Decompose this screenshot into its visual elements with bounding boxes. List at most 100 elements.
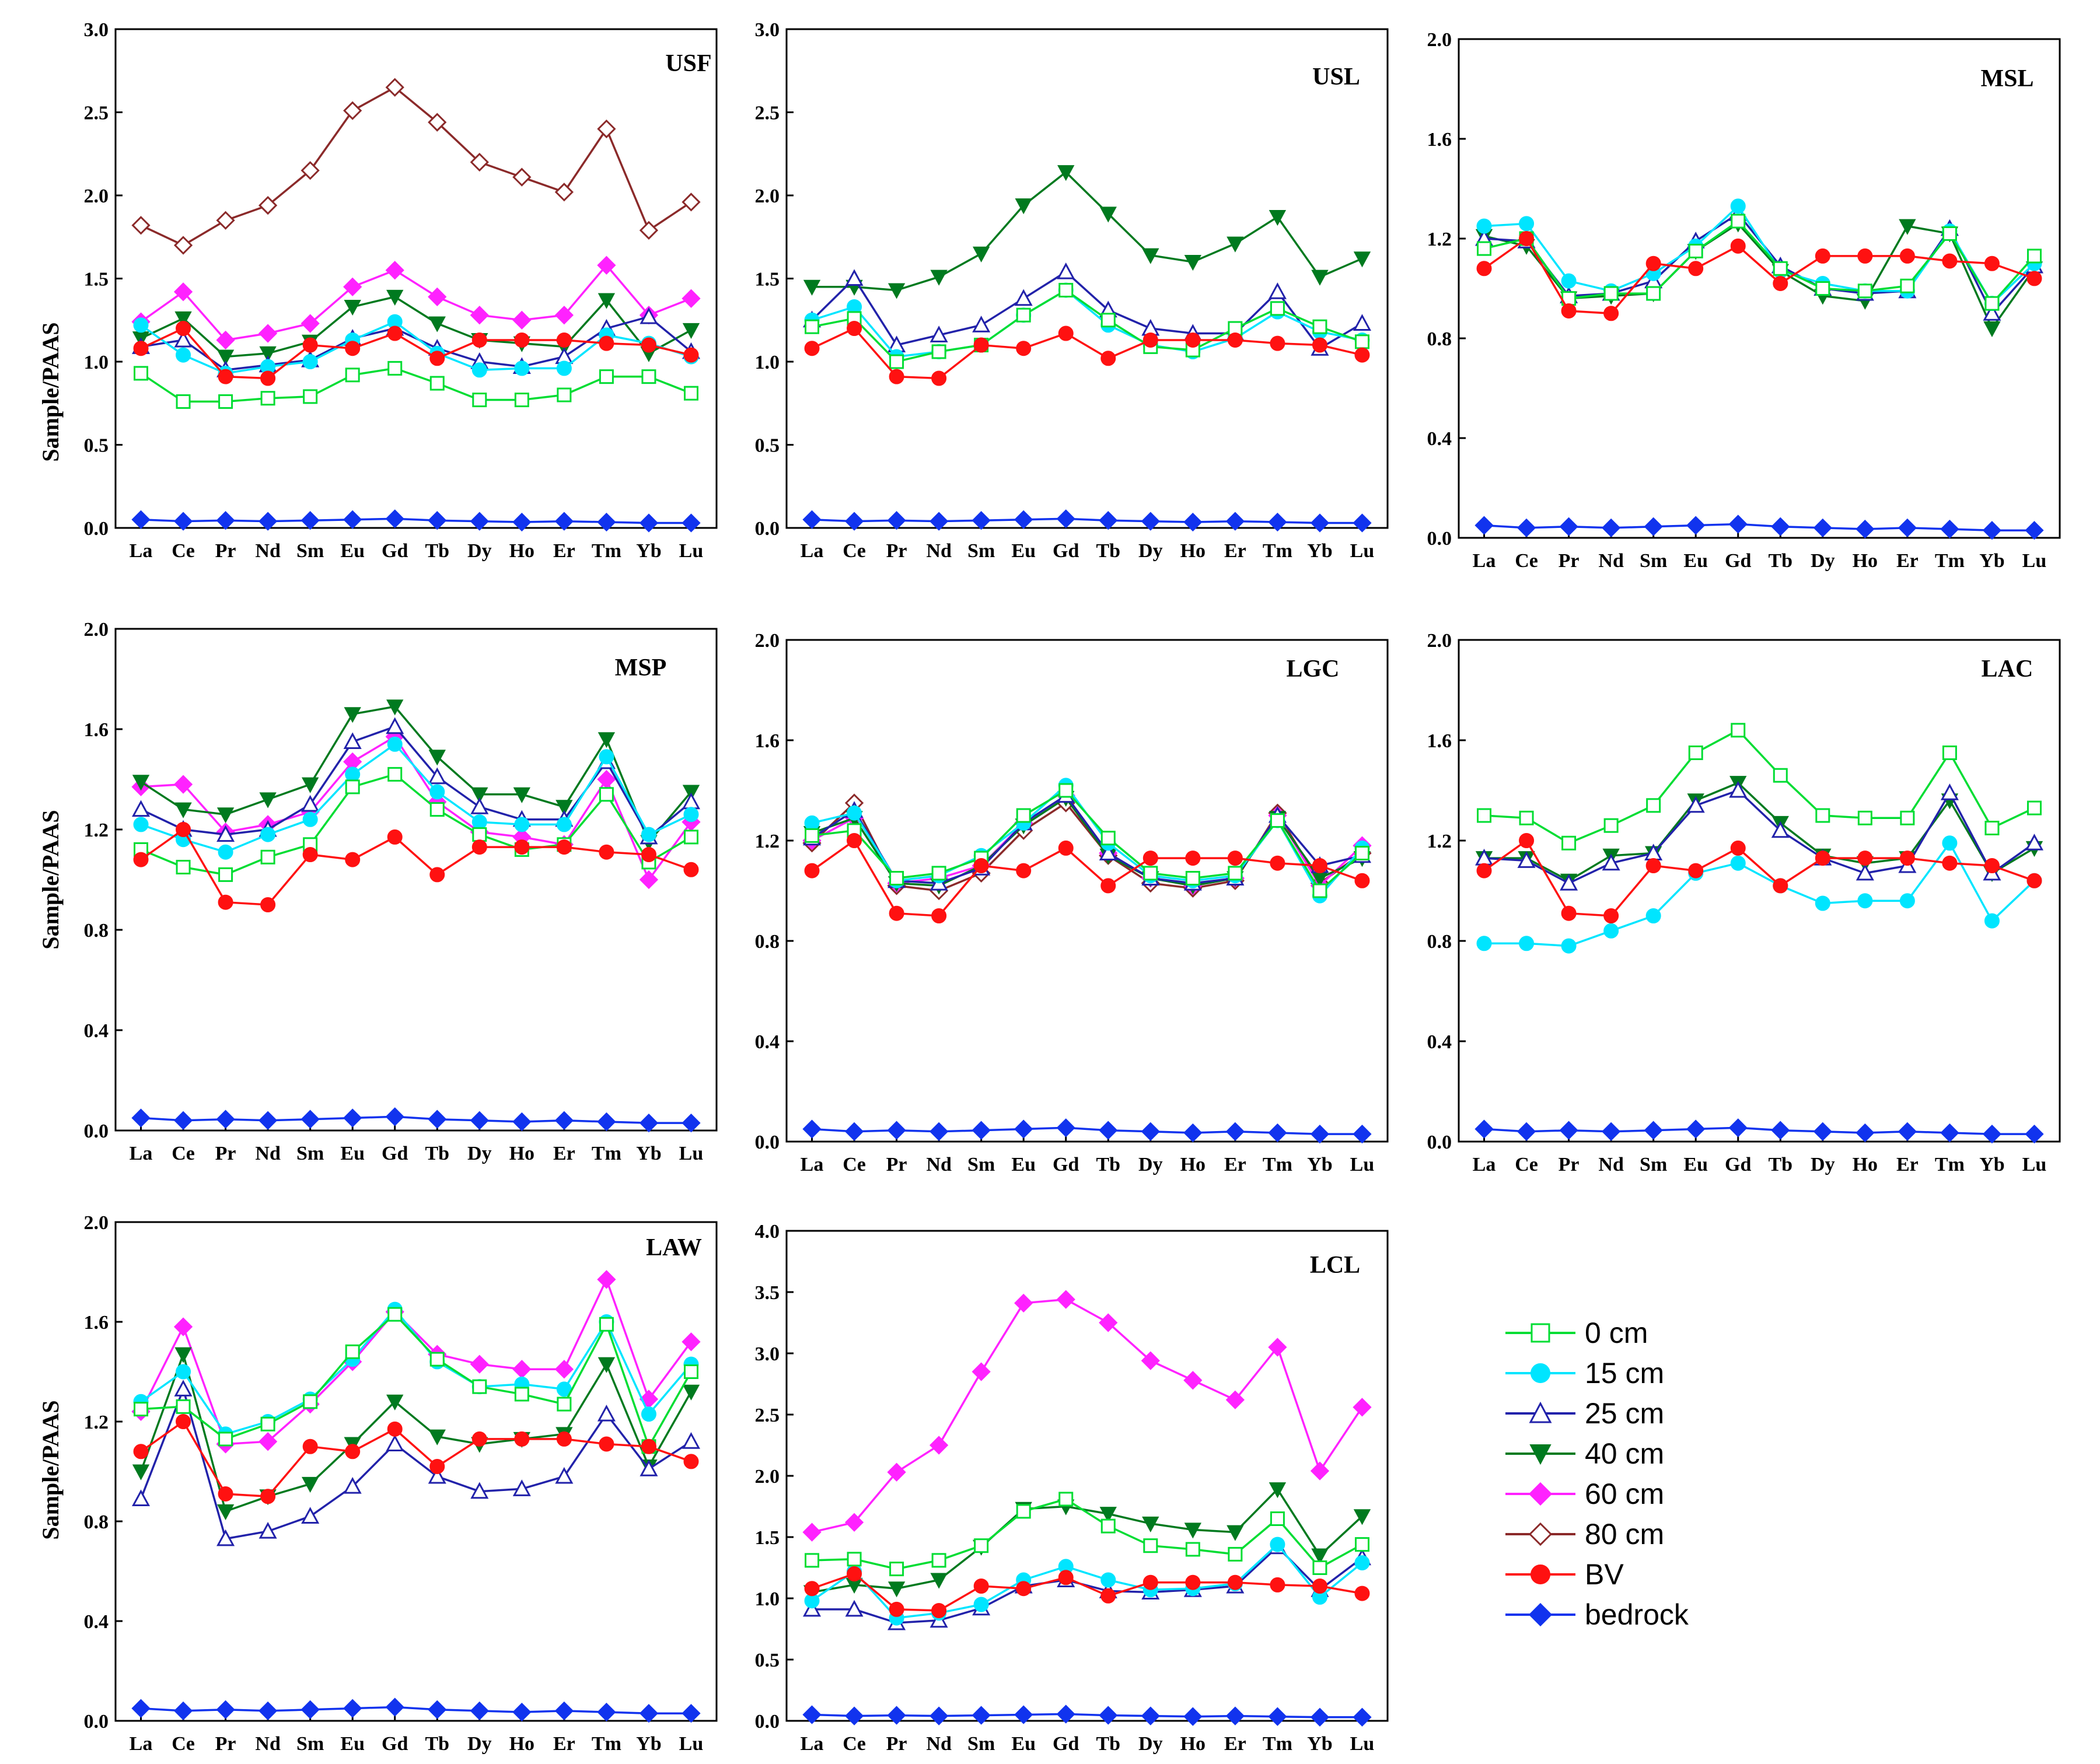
legend-label: 40 cm	[1585, 1437, 1664, 1470]
point-0cm-la	[1477, 808, 1492, 823]
point-0cm-tb	[1100, 1518, 1116, 1534]
point-bedrock-gd	[385, 509, 404, 528]
point-bedrock-pr	[216, 511, 235, 530]
legend-item-25cm: 25 cm	[1505, 1397, 1664, 1430]
point-25cm-yb	[640, 307, 658, 324]
y-tick-label: 4.0	[755, 1221, 780, 1242]
point-60cm-lu	[682, 1332, 701, 1352]
point-bv-tm	[599, 844, 614, 860]
point-bedrock-eu	[1686, 516, 1706, 535]
point-25cm-tm	[1940, 783, 1959, 800]
y-tick-label: 1.2	[84, 1412, 109, 1433]
legend-item-bv: BV	[1505, 1558, 1624, 1591]
point-25cm-tb	[428, 1466, 446, 1484]
plot-frame	[114, 1221, 718, 1722]
point-bedrock-er	[1225, 1122, 1245, 1141]
point-0cm-la	[805, 319, 820, 334]
x-tick-label-pr: Pr	[886, 1154, 907, 1175]
point-25cm-sm	[972, 316, 991, 332]
point-60cm-dy	[470, 1354, 489, 1374]
point-60cm-tm	[1268, 1338, 1287, 1357]
legend: 0 cm 15 cm 25 cm 40 cm 60 cm 80 cm BV bedrock	[1505, 1317, 1689, 1631]
y-tick-label: 0.8	[84, 920, 109, 942]
point-25cm-yb	[640, 1460, 658, 1476]
series-line-25cm	[139, 1385, 692, 1540]
point-60cm-er	[554, 1360, 574, 1379]
point-15cm-er	[556, 817, 572, 832]
point-bedrock-pr	[887, 1706, 906, 1725]
x-tick-label-ce: Ce	[843, 1733, 866, 1755]
point-0cm-ce	[176, 394, 191, 409]
point-25cm-nd	[930, 326, 948, 342]
x-tick-label-pr: Pr	[215, 540, 236, 562]
panel-usf: 0.0 0.5 1.0 1.5 2.0 2.5 3.0 La Ce Pr Nd Sm Eu Gd Tb Dy H…	[37, 19, 718, 562]
y-tick-label: 3.0	[755, 19, 780, 41]
point-bedrock-nd	[258, 512, 278, 531]
point-0cm-nd	[931, 866, 946, 881]
point-40cm-lu	[1353, 1509, 1371, 1525]
point-25cm-la	[132, 1489, 151, 1507]
y-tick-label: 0.5	[755, 1650, 780, 1671]
plot-frame	[785, 28, 1389, 529]
y-tick-label: 1.6	[84, 1312, 109, 1334]
point-15cm-pr	[1561, 273, 1577, 289]
point-bv-er	[556, 332, 572, 348]
point-bedrock-eu	[343, 510, 362, 529]
point-bv-gd	[387, 829, 403, 845]
x-tick-label-gd: Gd	[1053, 540, 1079, 562]
point-0cm-nd	[260, 391, 275, 406]
point-bedrock-pr	[216, 1110, 235, 1129]
point-0cm-er	[1228, 1546, 1243, 1562]
point-bv-nd	[1603, 306, 1619, 321]
point-bv-tm	[1270, 335, 1285, 351]
series-0cm	[134, 360, 698, 409]
y-tick-label: 0.0	[1427, 1132, 1452, 1153]
point-25cm-pr	[1560, 873, 1578, 891]
x-tick-label-tm: Tm	[1935, 1154, 1965, 1175]
point-bedrock-ce	[173, 1701, 193, 1721]
x-tick-label-sm: Sm	[296, 1733, 324, 1755]
point-0cm-eu	[1016, 808, 1031, 823]
legend-label: BV	[1585, 1558, 1624, 1591]
x-tick-label-ce: Ce	[843, 1154, 866, 1175]
point-bedrock-er	[1225, 512, 1245, 531]
point-bedrock-dy	[470, 1111, 489, 1130]
y-tick-label: 0.0	[755, 1132, 780, 1153]
point-0cm-ho	[1857, 284, 1872, 299]
point-15cm-nd	[260, 827, 276, 842]
point-bv-tb	[429, 867, 445, 883]
point-25cm-eu	[343, 1477, 362, 1494]
point-bedrock-lu	[682, 513, 701, 533]
point-bedrock-yb	[1310, 513, 1330, 533]
point-15cm-gd	[387, 736, 403, 752]
x-tick-label-gd: Gd	[382, 1143, 408, 1164]
point-bedrock-nd	[1602, 1122, 1621, 1141]
point-bv-eu	[1688, 863, 1704, 878]
point-60cm-tm	[597, 1270, 616, 1289]
x-tick-label-tb: Tb	[1096, 1733, 1120, 1755]
point-15cm-gd	[1730, 855, 1746, 871]
point-25cm-tb	[428, 767, 446, 785]
legend-item-15cm: 15 cm	[1505, 1357, 1664, 1390]
series-0cm	[1477, 723, 2042, 850]
point-bv-gd	[1730, 238, 1746, 254]
point-0cm-ce	[847, 1552, 862, 1567]
point-0cm-pr	[218, 867, 233, 882]
point-60cm-eu	[343, 277, 362, 296]
point-bv-ho	[1185, 1574, 1201, 1590]
point-bv-nd	[931, 1603, 947, 1618]
point-15cm-ce	[847, 805, 862, 821]
x-tick-label-nd: Nd	[255, 540, 281, 562]
point-bv-ce	[847, 321, 862, 336]
point-bv-ce	[176, 822, 191, 837]
point-bv-ho	[1857, 850, 1873, 866]
panel-lac: 0.0 0.4 0.8 1.2 1.6 2.0 La Ce Pr Nd Sm Eu Gd Tb Dy Ho Er…	[1427, 630, 2061, 1175]
point-0cm-ho	[514, 1387, 529, 1402]
point-0cm-la	[1477, 241, 1492, 256]
x-tick-label-la: La	[1473, 550, 1496, 572]
point-bedrock-tb	[1771, 1121, 1790, 1140]
x-tick-label-la: La	[801, 1154, 824, 1175]
y-tick-label: 0.0	[1427, 528, 1452, 550]
point-15cm-dy	[471, 362, 487, 378]
point-bedrock-ce	[173, 1111, 193, 1130]
